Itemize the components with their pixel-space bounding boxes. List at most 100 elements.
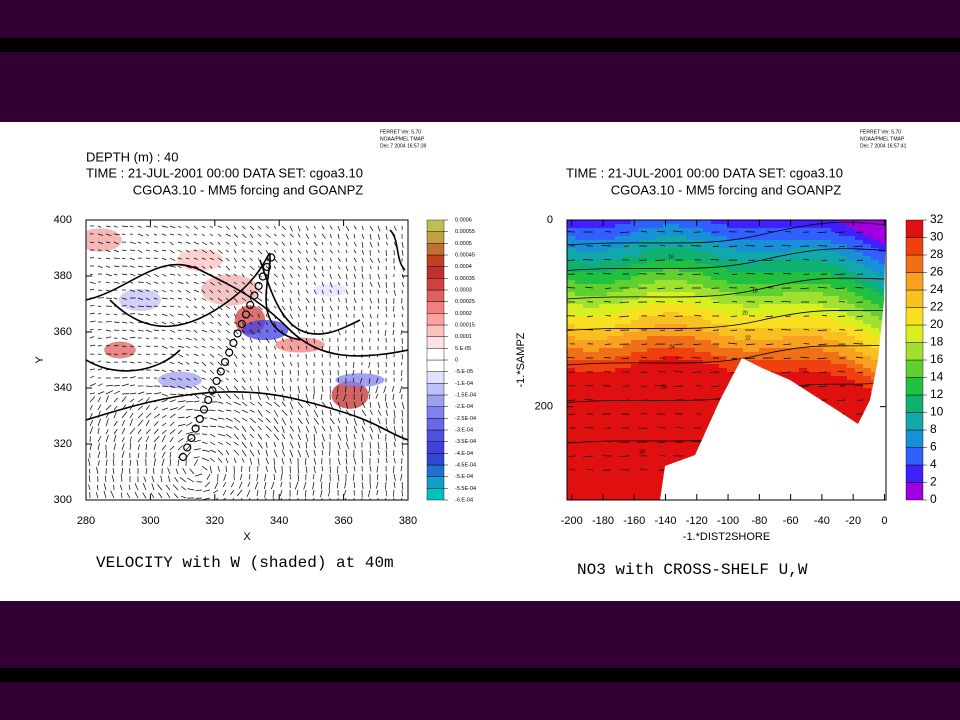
shade-cell	[807, 316, 816, 321]
shade-cell	[823, 240, 832, 245]
shade-cell	[647, 416, 656, 421]
vector-arrow	[241, 425, 247, 433]
vector-arrow	[305, 369, 309, 376]
shade-cell	[671, 228, 680, 233]
x-tick-label: -80	[751, 515, 767, 527]
vector-arrow	[185, 273, 190, 277]
shade-cell	[879, 256, 886, 261]
shade-cell	[703, 420, 712, 425]
shade-cell	[631, 412, 640, 417]
shade-cell	[663, 440, 672, 445]
colorbar-label: 12	[930, 387, 944, 401]
shade-cell	[767, 296, 776, 301]
shade-cell	[815, 380, 824, 385]
shade-cell	[775, 340, 784, 345]
vector-arrow	[313, 281, 316, 286]
shade-cell	[751, 272, 760, 277]
shade-cell	[663, 292, 672, 297]
shade-cell	[567, 344, 576, 349]
shade-cell	[783, 280, 792, 285]
vector-arrow	[142, 492, 147, 499]
vector-arrow	[265, 313, 268, 318]
shade-cell	[607, 368, 616, 373]
shade-cell	[623, 352, 632, 357]
shade-cell	[831, 332, 840, 337]
shade-cell	[815, 308, 824, 313]
shade-cell	[599, 248, 608, 253]
vector-arrow	[201, 305, 205, 310]
shade-cell	[871, 312, 880, 317]
shade-cell	[831, 256, 840, 261]
shade-cell	[743, 252, 752, 257]
vector-arrow	[169, 321, 175, 325]
shade-cell	[823, 244, 832, 249]
vector-arrow	[265, 401, 273, 406]
shade-cell	[815, 224, 824, 229]
shade-cell	[743, 244, 752, 249]
shade-cell	[807, 372, 816, 377]
header-text: FERRET Ver. 5.70	[860, 129, 901, 135]
shade-cell	[615, 220, 624, 225]
vector-arrow	[369, 329, 372, 334]
vector-arrow	[217, 409, 224, 413]
vector-arrow	[273, 409, 279, 417]
shade-cell	[687, 448, 696, 453]
shade-cell	[583, 224, 592, 229]
shade-cell	[799, 272, 808, 277]
vector-arrow	[153, 249, 159, 253]
colorbar-label: 18	[930, 335, 944, 349]
vector-arrow	[89, 281, 96, 285]
shade-cell	[855, 384, 864, 389]
shade-cell	[591, 360, 600, 365]
vector-arrow	[345, 249, 348, 254]
shade-cell	[727, 236, 736, 241]
shade-cell	[591, 308, 600, 313]
shade-cell	[695, 280, 704, 285]
shade-cell	[575, 236, 584, 241]
vector-arrow	[281, 257, 286, 262]
vector-arrow	[97, 418, 101, 427]
vector-arrow	[257, 249, 263, 255]
colorbar-label: -6.E-04	[455, 497, 473, 503]
vector-arrow	[177, 273, 181, 277]
shade-cell	[575, 288, 584, 293]
vector-arrow	[329, 425, 333, 432]
shade-cell	[631, 264, 640, 269]
subtitle: TIME : 21-JUL-2001 00:00 DATA SET: cgoa3…	[566, 165, 843, 180]
vector-arrow	[241, 457, 245, 463]
shade-cell	[847, 340, 856, 345]
vector-arrow	[281, 433, 286, 440]
shade-cell	[583, 384, 592, 389]
vector-arrow	[153, 329, 159, 331]
shade-cell	[623, 476, 632, 481]
shade-cell	[615, 272, 624, 277]
vector-arrow	[377, 265, 379, 270]
shade-cell	[679, 364, 688, 369]
shade-cell	[591, 256, 600, 261]
contour-label: 24	[669, 344, 675, 350]
shade-cell	[663, 304, 672, 309]
vector-arrow	[400, 465, 403, 472]
vector-arrow	[167, 475, 171, 483]
shade-cell	[719, 240, 728, 245]
shade-cell	[727, 220, 736, 225]
shade-cell	[655, 232, 664, 237]
vector-arrow	[185, 353, 189, 356]
vector-arrow	[361, 225, 364, 231]
vector-arrow	[193, 369, 197, 373]
shade-cell	[839, 396, 848, 401]
shade-cell	[631, 348, 640, 353]
vector-arrow	[241, 385, 246, 391]
shade-cell	[759, 312, 768, 317]
shade-cell	[711, 392, 720, 397]
shade-cell	[703, 264, 712, 269]
shade-cell	[743, 292, 752, 297]
vector-arrow	[246, 489, 251, 497]
colorbar-swatch	[905, 254, 924, 273]
shade-cell	[847, 316, 856, 321]
shade-cell	[639, 412, 648, 417]
shade-cell	[879, 264, 886, 269]
vector-arrow	[305, 425, 310, 433]
shade-cell	[567, 392, 576, 397]
